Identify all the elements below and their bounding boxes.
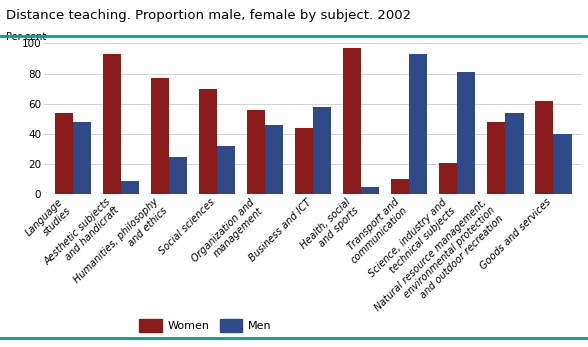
Bar <box>295 128 313 194</box>
Text: Distance teaching. Proportion male, female by subject. 2002: Distance teaching. Proportion male, fema… <box>6 9 411 22</box>
Bar <box>535 101 553 194</box>
Bar <box>169 156 187 194</box>
Bar <box>199 89 217 194</box>
Bar <box>553 134 572 194</box>
Bar <box>505 113 523 194</box>
Bar <box>121 181 139 194</box>
Bar <box>409 54 427 194</box>
Bar <box>487 122 505 194</box>
Text: Per cent: Per cent <box>6 32 46 42</box>
Bar <box>55 113 73 194</box>
Bar <box>265 125 283 194</box>
Legend: Women, Men: Women, Men <box>139 319 272 332</box>
Bar <box>457 72 476 194</box>
Bar <box>361 187 379 194</box>
Bar <box>343 48 361 194</box>
Bar <box>313 107 332 194</box>
Bar <box>73 122 91 194</box>
Bar <box>391 179 409 194</box>
Bar <box>247 110 265 194</box>
Bar <box>439 163 457 194</box>
Bar <box>217 146 235 194</box>
Bar <box>103 54 121 194</box>
Bar <box>151 78 169 194</box>
